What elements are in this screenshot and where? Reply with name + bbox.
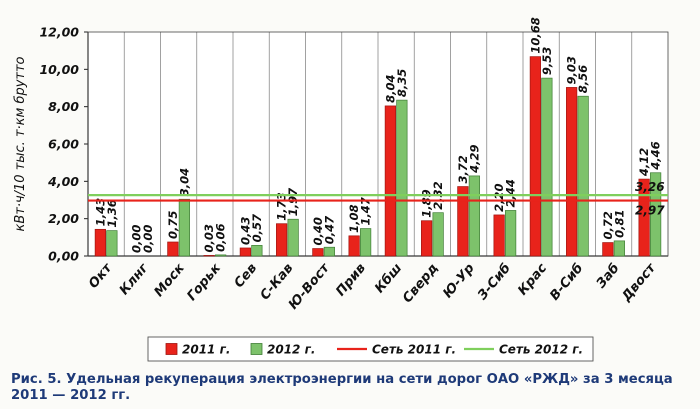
x-tick-label: Кбш xyxy=(372,261,405,296)
data-label-2012: 0,06 xyxy=(214,224,228,252)
data-label-2011: 1,08 xyxy=(347,204,361,232)
bar-2011 xyxy=(94,228,106,257)
data-label-2012: 4,29 xyxy=(467,145,481,174)
bar-2011 xyxy=(348,235,360,257)
data-label-2011: 9,03 xyxy=(565,56,579,84)
bar-2012 xyxy=(577,95,589,257)
bar-2011 xyxy=(638,178,650,257)
x-tick-label: Горьк xyxy=(184,260,224,304)
y-tick-label: 4,00 xyxy=(47,174,79,189)
data-label-2011: 1,43 xyxy=(93,198,107,226)
data-label-2011: 3,72 xyxy=(456,155,470,183)
figure-caption: Рис. 5. Удельная рекуперация электроэнер… xyxy=(11,372,673,403)
x-tick-label: В-Сиб xyxy=(547,261,586,304)
x-tick-label: Сверд xyxy=(400,261,441,306)
legend-2011-swatch xyxy=(165,343,178,355)
x-tick-label: Окт xyxy=(86,260,116,292)
bar-2012 xyxy=(468,175,480,257)
x-tick-label: Прив xyxy=(333,261,369,299)
bar-2011 xyxy=(203,255,215,257)
network-2011-value: 2,97 xyxy=(635,204,665,218)
data-label-2012: 4,46 xyxy=(649,141,663,170)
data-label-2012: 9,53 xyxy=(540,47,554,75)
y-tick-label: 2,00 xyxy=(48,211,79,226)
data-label-2011: 10,68 xyxy=(528,17,542,53)
data-label-2012: 1,97 xyxy=(286,188,300,216)
bar-2012 xyxy=(251,245,263,257)
data-label-2011: 0,43 xyxy=(238,217,252,245)
y-tick-label: 10,00 xyxy=(39,62,79,77)
x-tick-label: Клнг xyxy=(117,260,152,298)
legend-box xyxy=(147,336,594,362)
data-label-2011: 1,89 xyxy=(420,189,434,217)
x-tick-label: Ю-Вост xyxy=(286,260,334,313)
bar-2012 xyxy=(650,172,662,257)
bar-2012 xyxy=(106,230,118,257)
data-label-2012: 1,36 xyxy=(105,199,119,227)
x-tick-label: Заб xyxy=(594,261,623,291)
legend-2012-swatch xyxy=(250,343,263,355)
plot-frame xyxy=(87,31,669,257)
bar-2012 xyxy=(396,99,408,257)
x-tick-label: З-Сиб xyxy=(475,261,514,303)
x-tick-label: Двост xyxy=(619,260,660,305)
legend-2012-label: 2012 г. xyxy=(267,343,315,357)
bar-2012 xyxy=(613,240,625,257)
data-label-2011: 0,72 xyxy=(601,211,615,239)
y-tick-label: 0,00 xyxy=(48,249,79,264)
data-label-2011: 0,03 xyxy=(202,224,216,252)
bar-2011 xyxy=(457,186,469,257)
network-2012-value: 3,26 xyxy=(635,180,665,194)
bar-2011 xyxy=(602,242,614,257)
y-tick-label: 12,00 xyxy=(39,25,79,40)
data-label-2012: 3,04 xyxy=(177,168,191,196)
bar-2011 xyxy=(421,220,433,257)
data-label-2012: 2,44 xyxy=(504,179,518,207)
bar-2012 xyxy=(178,198,190,257)
legend-2011-label: 2011 г. xyxy=(182,343,230,357)
data-label-2012: 8,56 xyxy=(576,65,590,93)
x-tick-label: Крас xyxy=(515,261,550,299)
data-label-2012: 0,47 xyxy=(322,216,336,244)
bar-chart: 0,00 2,00 4,00 6,00 8,00 10,00 12,00 кВт·ч/10 т… xyxy=(13,17,669,362)
bar-2011 xyxy=(167,241,179,257)
bar-2011 xyxy=(529,56,541,257)
bar-2012 xyxy=(323,246,335,257)
bar-2011 xyxy=(566,87,578,257)
bar-2012 xyxy=(287,218,299,257)
legend-network-2011-label: Сеть 2011 г. xyxy=(372,343,456,357)
x-tick-label: Сев xyxy=(232,261,261,291)
x-tick-label: Моск xyxy=(152,260,189,300)
data-label-2011: 0,40 xyxy=(311,217,325,245)
bar-2011 xyxy=(384,105,396,257)
bar-2011 xyxy=(239,247,251,257)
data-label-2011: 8,04 xyxy=(383,75,397,103)
x-tick-label: Ю-Ур xyxy=(440,261,477,301)
bar-2011 xyxy=(312,248,324,257)
data-label-2011: 4,12 xyxy=(637,148,651,177)
data-label-2011: 0,75 xyxy=(166,211,180,239)
bar-2012 xyxy=(215,254,227,257)
data-label-2012: 1,47 xyxy=(359,197,373,225)
bar-2012 xyxy=(432,212,444,257)
bar-2012 xyxy=(541,77,553,257)
bar-2011 xyxy=(493,214,505,257)
bar-2012 xyxy=(505,210,517,257)
data-label-2012: 0,57 xyxy=(250,214,264,242)
y-tick-label: 6,00 xyxy=(48,137,79,152)
legend-network-2012-label: Сеть 2012 г. xyxy=(499,343,583,357)
data-label-2011: 1,73 xyxy=(275,192,289,220)
y-tick-label: 8,00 xyxy=(48,99,79,114)
y-axis-title: кВт·ч/10 тыс. т·км брутто xyxy=(13,56,28,231)
data-label-2012: 0,00 xyxy=(141,225,155,253)
bar-2012 xyxy=(360,228,372,257)
data-label-2011: 2,20 xyxy=(492,184,506,212)
data-label-2012: 0,81 xyxy=(612,210,626,238)
data-label-2011: 0,00 xyxy=(130,225,144,253)
data-label-2012: 8,35 xyxy=(395,69,409,97)
bar-2011 xyxy=(276,223,288,257)
